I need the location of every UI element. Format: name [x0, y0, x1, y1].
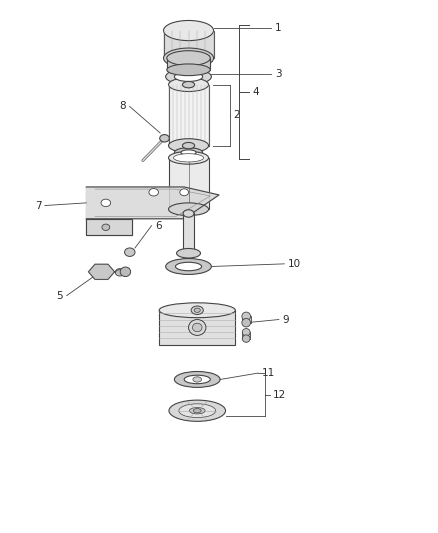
Text: 5: 5: [57, 290, 63, 301]
Polygon shape: [86, 187, 219, 219]
Ellipse shape: [116, 270, 124, 276]
Text: 10: 10: [288, 259, 301, 269]
Ellipse shape: [166, 69, 212, 85]
Ellipse shape: [166, 259, 212, 274]
Ellipse shape: [169, 203, 208, 216]
Bar: [116, 272, 124, 273]
Text: 11: 11: [261, 368, 275, 378]
Ellipse shape: [167, 51, 210, 66]
Ellipse shape: [169, 151, 208, 164]
Ellipse shape: [181, 150, 196, 155]
Ellipse shape: [169, 139, 208, 152]
Text: 4: 4: [252, 87, 259, 97]
Ellipse shape: [189, 408, 205, 414]
Ellipse shape: [183, 142, 194, 149]
Ellipse shape: [120, 267, 131, 277]
Ellipse shape: [184, 375, 210, 384]
Text: 3: 3: [275, 69, 281, 79]
Ellipse shape: [180, 189, 188, 196]
Ellipse shape: [102, 224, 110, 230]
Ellipse shape: [179, 404, 215, 418]
Ellipse shape: [183, 249, 194, 257]
Text: 12: 12: [272, 390, 286, 400]
Text: 6: 6: [155, 221, 162, 231]
Ellipse shape: [242, 312, 251, 320]
Polygon shape: [88, 264, 115, 279]
Ellipse shape: [169, 78, 208, 92]
Ellipse shape: [183, 210, 194, 217]
Bar: [242, 317, 251, 322]
Ellipse shape: [242, 335, 250, 342]
Ellipse shape: [177, 248, 201, 258]
Ellipse shape: [194, 308, 200, 312]
Bar: [167, 58, 210, 70]
Ellipse shape: [160, 135, 170, 142]
Ellipse shape: [174, 372, 220, 387]
Ellipse shape: [193, 377, 201, 382]
Ellipse shape: [169, 400, 226, 421]
Ellipse shape: [176, 262, 201, 271]
Text: 8: 8: [120, 101, 126, 111]
Ellipse shape: [173, 154, 204, 162]
Ellipse shape: [116, 269, 124, 275]
Ellipse shape: [188, 319, 206, 335]
Text: 9: 9: [283, 314, 289, 325]
Ellipse shape: [193, 409, 201, 413]
Text: 7: 7: [35, 200, 42, 211]
Ellipse shape: [167, 64, 210, 76]
Bar: [183, 214, 194, 253]
Bar: [159, 310, 235, 345]
Bar: [169, 85, 208, 146]
Ellipse shape: [149, 189, 159, 196]
Ellipse shape: [124, 248, 135, 256]
Ellipse shape: [174, 148, 203, 157]
Ellipse shape: [192, 323, 202, 332]
Ellipse shape: [163, 20, 214, 41]
Bar: [163, 30, 214, 58]
Ellipse shape: [242, 328, 250, 336]
Ellipse shape: [174, 72, 203, 82]
Text: 2: 2: [233, 110, 240, 120]
Bar: [169, 158, 208, 209]
Polygon shape: [86, 219, 132, 235]
Bar: [242, 332, 250, 338]
Text: 1: 1: [275, 23, 281, 33]
Ellipse shape: [242, 318, 251, 327]
Ellipse shape: [183, 82, 194, 88]
Ellipse shape: [191, 306, 203, 314]
Ellipse shape: [159, 303, 235, 318]
Ellipse shape: [101, 199, 111, 207]
Ellipse shape: [163, 48, 214, 68]
